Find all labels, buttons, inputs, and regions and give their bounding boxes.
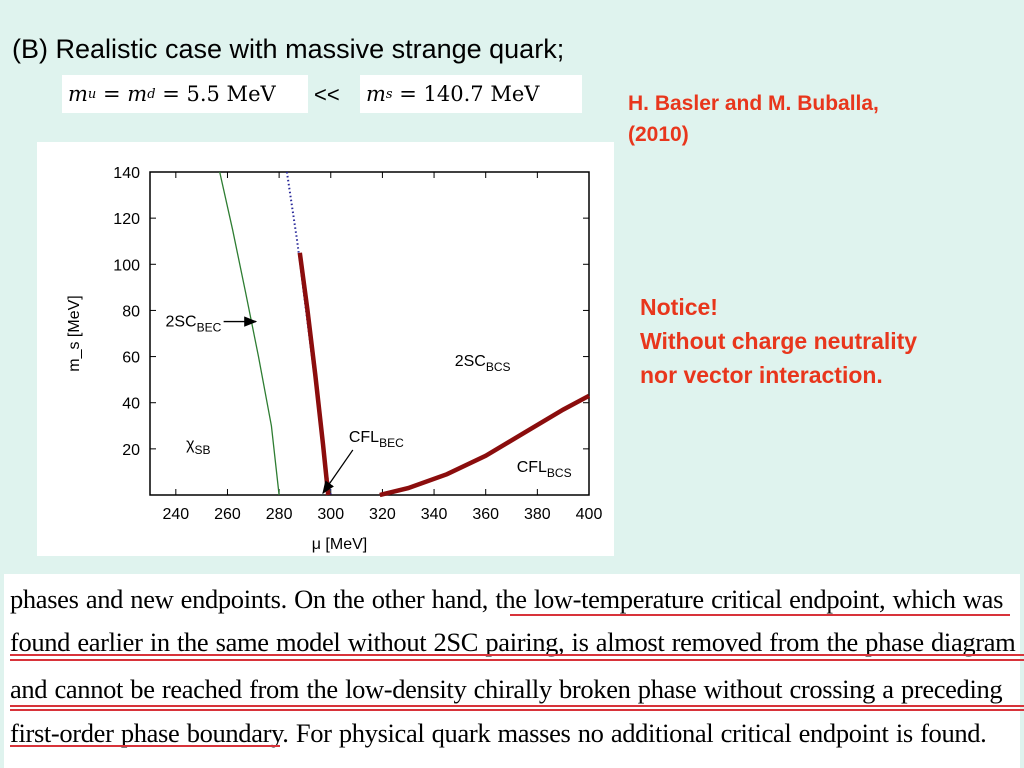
series-line-thin-green <box>219 171 280 496</box>
region-label: 2SCBCS <box>455 353 511 374</box>
x-tick-label: 320 <box>369 506 396 523</box>
y-tick-label: 60 <box>122 350 140 367</box>
y-tick-label: 120 <box>113 211 140 228</box>
y-tick-label: 80 <box>122 303 140 320</box>
x-tick-label: 300 <box>317 506 344 523</box>
highlight-rule <box>10 705 1024 707</box>
x-axis-label: μ [MeV] <box>312 536 367 553</box>
x-tick-label: 240 <box>162 506 189 523</box>
formula-subscript: d <box>147 86 156 102</box>
slide-edge <box>0 574 4 768</box>
y-tick-label: 20 <box>122 442 140 459</box>
x-tick-label: 380 <box>524 506 551 523</box>
region-label: 2SCBEC <box>165 314 221 335</box>
highlight-rule <box>10 709 1024 711</box>
highlight-rule <box>510 614 1010 616</box>
region-label: CFLBEC <box>349 429 404 450</box>
formula-symbol: m <box>68 82 88 106</box>
x-tick-label: 400 <box>576 506 603 523</box>
formula-subscript: u <box>87 86 97 102</box>
region-label: χSB <box>186 436 210 457</box>
excerpt-line: and cannot be reached from the low-densi… <box>10 674 1003 704</box>
x-tick-label: 360 <box>472 506 499 523</box>
formula-symbol: m <box>366 82 386 106</box>
excerpt-line: first-order phase boundary. For physical… <box>10 718 987 748</box>
plot-frame <box>149 171 590 496</box>
formula-value: = 5.5 MeV <box>162 82 276 106</box>
series-line-thick-red <box>379 393 591 498</box>
citation: H. Basler and M. Buballa, (2010) <box>628 88 1008 150</box>
formula-value: = 140.7 MeV <box>399 82 540 106</box>
notice-line: nor vector interaction. <box>640 362 883 388</box>
x-tick-label: 340 <box>421 506 448 523</box>
formula-symbol: m <box>127 82 148 106</box>
notice-line: Without charge neutrality <box>640 328 918 354</box>
y-tick-label: 40 <box>122 396 140 413</box>
excerpt-line: phases and new endpoints. On the other h… <box>10 584 1004 614</box>
excerpt-line: found earlier in the same model without … <box>10 627 1016 657</box>
citation-year: (2010) <box>628 123 689 146</box>
highlight-rule <box>10 654 1024 656</box>
notice-heading: Notice! <box>640 294 718 320</box>
y-tick-label: 100 <box>113 257 140 274</box>
region-label: CFLBCS <box>517 459 572 480</box>
phase-diagram-chart: 240 260 280 300 320 340 360 380 400 20 40 60 80 100 12… <box>66 165 603 553</box>
formula-subscript: s <box>385 86 393 102</box>
y-axis-label: m_s [MeV] <box>66 295 83 371</box>
highlight-rule <box>10 745 280 747</box>
notice-box: Notice! Without charge neutrality nor ve… <box>640 290 1015 392</box>
much-less-than-symbol: << <box>314 82 340 107</box>
citation-authors: H. Basler and M. Buballa, <box>628 92 879 115</box>
highlight-rule <box>10 659 1024 661</box>
series-line-thick-red <box>297 252 331 496</box>
paper-excerpt: phases and new endpoints. On the other h… <box>0 574 1024 768</box>
slide-title: (B) Realistic case with massive strange … <box>12 34 565 64</box>
formula-equals: = <box>102 82 121 106</box>
phase-diagram-card: 240 260 280 300 320 340 360 380 400 20 40 60 80 100 12… <box>37 142 614 556</box>
y-tick-label: 140 <box>113 165 140 182</box>
annotation-arrow <box>322 449 354 495</box>
x-tick-label: 260 <box>214 506 241 523</box>
x-tick-label: 280 <box>266 506 293 523</box>
